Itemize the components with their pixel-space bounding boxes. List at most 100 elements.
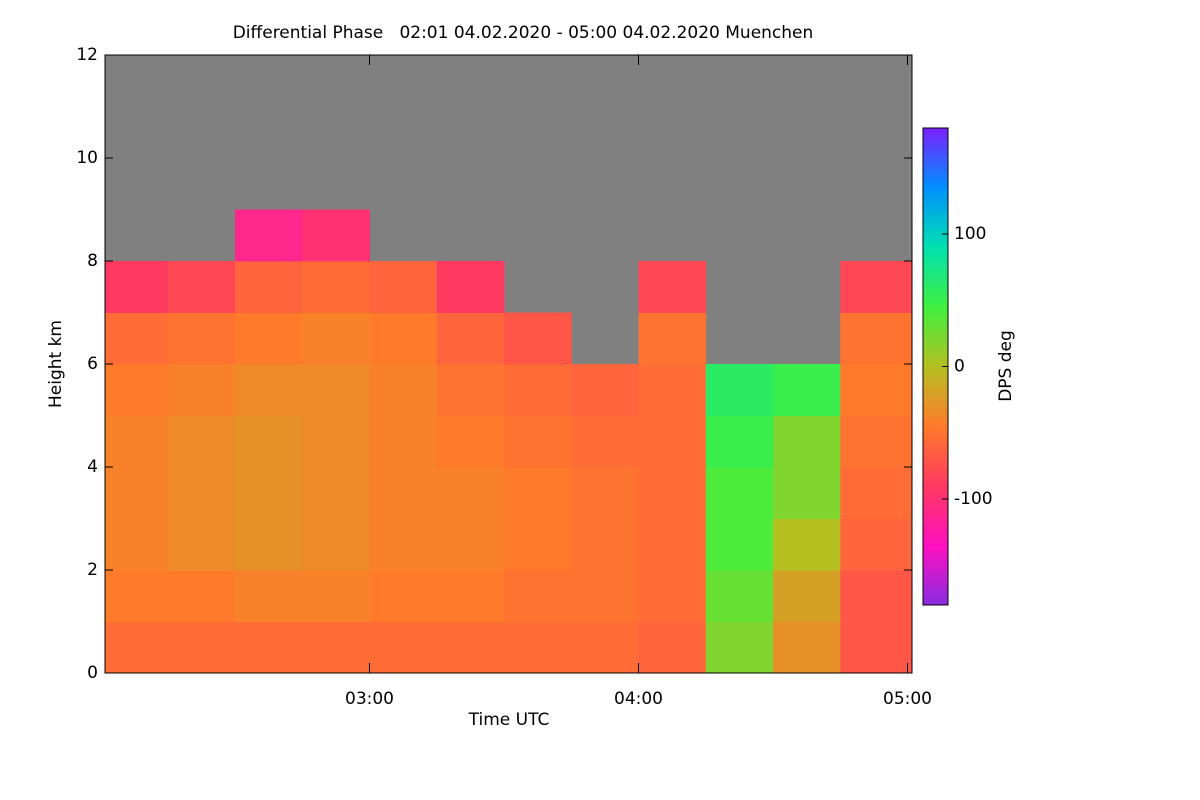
heatmap-cell (504, 518, 572, 571)
heatmap-cell (436, 467, 505, 519)
heatmap-cell (638, 261, 707, 313)
heatmap-cell (436, 518, 505, 571)
heatmap-cell (105, 261, 169, 313)
heatmap-cell (504, 570, 572, 622)
heatmap-cell (167, 518, 236, 571)
y-tick-label: 8 (87, 251, 98, 271)
heatmap-cell (705, 621, 774, 674)
x-tick-label: 04:00 (614, 689, 663, 709)
y-tick-label: 2 (87, 560, 98, 580)
x-tick-label: 03:00 (345, 689, 394, 709)
heatmap-cell (571, 415, 640, 468)
y-tick-label: 10 (76, 148, 98, 168)
heatmap-cell (504, 415, 572, 468)
y-tick-label: 4 (87, 457, 98, 477)
heatmap-cell (302, 261, 371, 313)
heatmap-cell (638, 415, 707, 468)
heatmap-cell (436, 415, 505, 468)
heatmap-cell (773, 570, 841, 622)
heatmap-cell (369, 570, 438, 622)
x-tick-label: 05:00 (883, 689, 932, 709)
heatmap-cell (167, 261, 236, 313)
heatmap-cell (705, 364, 774, 416)
heatmap-cell (840, 621, 913, 674)
heatmap-cell (302, 312, 371, 365)
heatmap-cell (167, 621, 236, 674)
heatmap-cell (436, 621, 505, 674)
heatmap-cell (773, 364, 841, 416)
heatmap-cell (105, 415, 169, 468)
heatmap-cell (369, 621, 438, 674)
heatmap-cell (571, 518, 640, 571)
heatmap-cell (638, 570, 707, 622)
heatmap-cell (840, 364, 913, 416)
colorbar-tick-label: -100 (954, 489, 993, 509)
heatmap-cell (235, 364, 303, 416)
heatmap-cell (638, 312, 707, 365)
heatmap-cell (235, 518, 303, 571)
heatmap-cell (369, 415, 438, 468)
heatmap-cell (167, 570, 236, 622)
heatmap-cell (571, 570, 640, 622)
heatmap-cell (773, 621, 841, 674)
heatmap-cell (638, 467, 707, 519)
heatmap-cell (302, 364, 371, 416)
heatmap-cell (436, 312, 505, 365)
heatmap-cell (705, 467, 774, 519)
heatmap-cell (105, 518, 169, 571)
heatmap-cell (638, 518, 707, 571)
heatmap-cell (302, 570, 371, 622)
heatmap-cell (369, 312, 438, 365)
colorbar-tick-label: 0 (954, 357, 965, 377)
heatmap-cell (105, 621, 169, 674)
heatmap-cell (504, 364, 572, 416)
y-tick-label: 6 (87, 354, 98, 374)
heatmap-cell (105, 570, 169, 622)
heatmap-cell (705, 415, 774, 468)
heatmap-cell (638, 364, 707, 416)
heatmap-cell (167, 312, 236, 365)
heatmap-cell (302, 518, 371, 571)
heatmap-cell (235, 312, 303, 365)
heatmap-cell (369, 364, 438, 416)
heatmap-cell (105, 312, 169, 365)
heatmap-cell (302, 209, 371, 262)
y-tick-label: 12 (76, 45, 98, 65)
heatmap-cell (436, 364, 505, 416)
heatmap-cell (369, 467, 438, 519)
heatmap-cell (369, 261, 438, 313)
heatmap-cell (840, 467, 913, 519)
colorbar-tick-label: 100 (954, 224, 986, 244)
heatmap-cell (840, 570, 913, 622)
heatmap-cell (840, 312, 913, 365)
heatmap-cell (235, 209, 303, 262)
heatmap-cell (167, 364, 236, 416)
heatmap-cell (302, 621, 371, 674)
heatmap-cell (773, 415, 841, 468)
heatmap-cell (571, 364, 640, 416)
heatmap-cell (105, 467, 169, 519)
chart-title: Differential Phase 02:01 04.02.2020 - 05… (233, 23, 814, 43)
heatmap-cell (235, 261, 303, 313)
heatmap-cell (705, 570, 774, 622)
heatmap-cell (235, 570, 303, 622)
heatmap-cell (235, 415, 303, 468)
heatmap-cell (167, 467, 236, 519)
heatmap-cell (840, 415, 913, 468)
heatmap-cell (369, 518, 438, 571)
heatmap-cell (504, 467, 572, 519)
y-axis-label: Height km (46, 320, 66, 408)
heatmap-cell (840, 261, 913, 313)
heatmap-cell (705, 518, 774, 571)
heatmap-cell (773, 467, 841, 519)
heatmap-cell (235, 467, 303, 519)
x-axis-label: Time UTC (468, 710, 550, 730)
heatmap-cell (773, 518, 841, 571)
heatmap-cell (436, 261, 505, 313)
heatmap-cell (235, 621, 303, 674)
heatmap-cell (504, 621, 572, 674)
heatmap-cell (571, 467, 640, 519)
heatmap-cell (571, 621, 640, 674)
heatmap-cell (302, 467, 371, 519)
